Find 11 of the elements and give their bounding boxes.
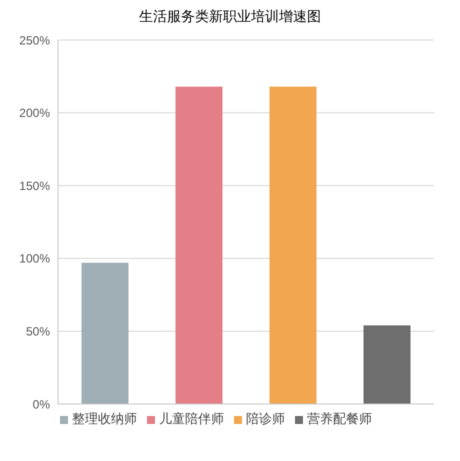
- y-tick-label: 0%: [32, 397, 50, 412]
- chart-title: 生活服务类新职业培训增速图: [138, 8, 322, 26]
- y-tick-label: 50%: [26, 324, 50, 338]
- legend-label: 儿童陪伴师: [159, 411, 224, 426]
- legend-label: 整理收纳师: [72, 411, 137, 426]
- y-tick-label: 100%: [19, 252, 50, 266]
- legend-label: 陪诊师: [246, 411, 285, 426]
- y-tick-label: 150%: [19, 178, 50, 193]
- y-tick-label: 200%: [19, 106, 50, 120]
- y-tick-label: 250%: [19, 33, 50, 48]
- legend-label: 营养配餐师: [307, 411, 372, 426]
